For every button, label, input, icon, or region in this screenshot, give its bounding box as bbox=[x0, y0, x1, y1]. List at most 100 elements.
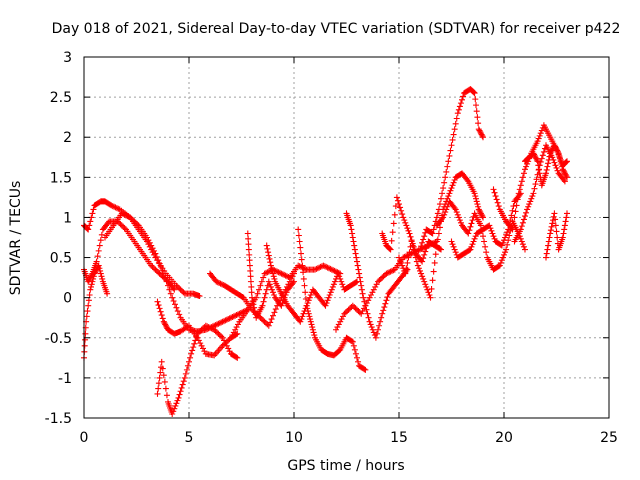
data-point bbox=[433, 214, 440, 221]
data-point bbox=[205, 324, 212, 331]
data-point bbox=[475, 203, 482, 210]
data-point bbox=[532, 181, 539, 188]
data-point bbox=[358, 286, 365, 293]
data-point bbox=[560, 230, 567, 237]
data-point bbox=[154, 298, 161, 305]
data-point bbox=[176, 311, 183, 318]
data-point bbox=[190, 344, 197, 351]
data-point bbox=[169, 294, 176, 301]
data-point bbox=[411, 250, 418, 257]
data-point bbox=[545, 156, 552, 163]
data-point bbox=[120, 211, 127, 218]
data-point bbox=[284, 273, 290, 280]
data-point bbox=[93, 266, 100, 273]
data-point bbox=[430, 268, 437, 275]
data-point bbox=[471, 190, 478, 197]
data-point bbox=[453, 115, 460, 122]
data-point bbox=[368, 324, 375, 331]
data-point bbox=[457, 100, 464, 107]
data-point bbox=[390, 220, 397, 227]
data-point bbox=[384, 293, 391, 300]
data-point bbox=[473, 198, 480, 205]
data-point bbox=[265, 252, 272, 259]
x-tick-label: 20 bbox=[495, 430, 513, 446]
data-point bbox=[459, 96, 465, 103]
data-point bbox=[559, 234, 566, 241]
data-point bbox=[251, 308, 258, 315]
data-point bbox=[476, 207, 483, 214]
data-point bbox=[162, 321, 169, 328]
data-point bbox=[84, 225, 91, 232]
data-point bbox=[468, 243, 475, 250]
data-point bbox=[264, 269, 271, 276]
data-point bbox=[214, 279, 221, 286]
data-point bbox=[531, 152, 538, 159]
data-point bbox=[342, 309, 349, 316]
data-point bbox=[124, 213, 131, 220]
plot-frame bbox=[83, 56, 610, 419]
data-point bbox=[269, 267, 276, 274]
data-point bbox=[307, 316, 314, 323]
data-point bbox=[533, 176, 540, 183]
data-point bbox=[329, 283, 336, 290]
data-point bbox=[383, 270, 390, 277]
data-point bbox=[448, 185, 455, 192]
data-point bbox=[456, 103, 463, 110]
data-point bbox=[90, 273, 97, 280]
data-point bbox=[547, 230, 554, 237]
data-point bbox=[406, 230, 413, 237]
data-point bbox=[358, 310, 365, 317]
data-point bbox=[228, 334, 234, 341]
data-point bbox=[352, 250, 359, 257]
data-point bbox=[306, 313, 313, 320]
data-point bbox=[548, 223, 555, 230]
data-point bbox=[228, 314, 234, 321]
data-point bbox=[439, 190, 446, 197]
data-point bbox=[166, 286, 173, 293]
data-point bbox=[197, 340, 204, 347]
data-point bbox=[180, 289, 187, 296]
data-point bbox=[487, 225, 494, 232]
data-point bbox=[508, 225, 515, 232]
data-point bbox=[362, 302, 369, 309]
data-point bbox=[112, 204, 119, 211]
data-point bbox=[281, 271, 288, 278]
data-point bbox=[427, 294, 434, 301]
data-point bbox=[552, 144, 559, 151]
data-point bbox=[377, 318, 384, 325]
data-point bbox=[415, 265, 422, 272]
data-point bbox=[344, 308, 351, 315]
data-point bbox=[161, 320, 168, 327]
data-point bbox=[359, 290, 366, 297]
data-point bbox=[300, 269, 307, 276]
data-point bbox=[85, 302, 92, 309]
data-point bbox=[261, 294, 268, 301]
data-point bbox=[263, 269, 269, 276]
data-point bbox=[282, 272, 289, 279]
data-point bbox=[337, 275, 344, 282]
data-point bbox=[439, 215, 446, 222]
data-point bbox=[535, 135, 542, 142]
data-point bbox=[170, 408, 177, 415]
data-point bbox=[303, 302, 310, 309]
chart-title: Day 018 of 2021, Sidereal Day-to-day VTE… bbox=[52, 21, 621, 37]
data-point bbox=[496, 262, 503, 269]
data-point bbox=[477, 209, 484, 216]
data-point bbox=[444, 163, 451, 170]
data-point bbox=[478, 131, 485, 138]
data-point bbox=[174, 283, 181, 290]
data-point bbox=[433, 242, 440, 249]
data-point bbox=[523, 209, 530, 216]
data-point bbox=[519, 174, 526, 181]
data-point bbox=[467, 223, 474, 230]
data-point bbox=[196, 293, 203, 300]
data-point bbox=[499, 239, 506, 246]
data-point bbox=[266, 255, 273, 262]
data-point bbox=[350, 238, 357, 245]
data-point bbox=[441, 211, 448, 218]
data-point bbox=[258, 278, 265, 285]
data-point bbox=[215, 330, 222, 337]
data-point bbox=[148, 262, 155, 269]
data-point bbox=[235, 311, 241, 318]
data-point bbox=[232, 326, 239, 333]
